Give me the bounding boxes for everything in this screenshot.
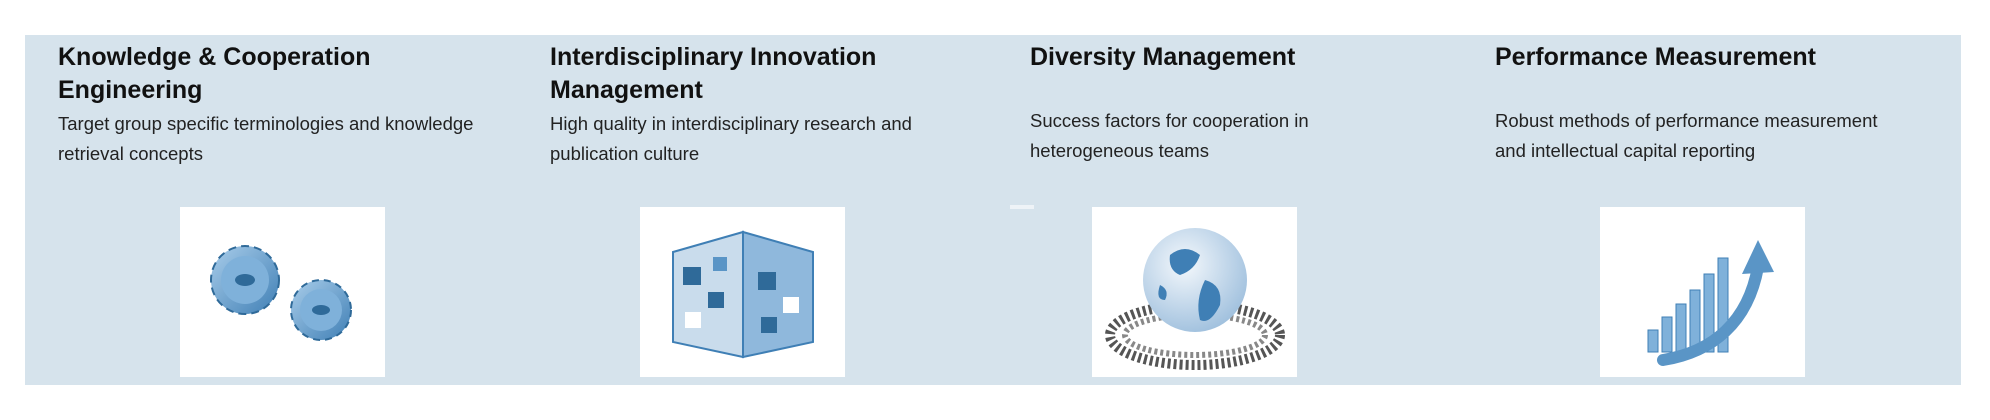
puzzle-cube-icon xyxy=(640,207,845,377)
gears-icon xyxy=(180,207,385,377)
column-description: High quality in interdisciplinary resear… xyxy=(550,113,912,164)
content-panel: Knowledge & Cooperation Engineering Targ… xyxy=(25,35,1961,385)
column-description: Robust methods of performance measuremen… xyxy=(1495,110,1878,161)
column-title: Interdisciplinary Innovation Management xyxy=(550,43,877,104)
column-innovation-management: Interdisciplinary Innovation Management … xyxy=(550,35,990,385)
column-description: Target group specific terminologies and … xyxy=(58,113,474,164)
column-description: Success factors for cooperation in heter… xyxy=(1030,110,1309,161)
column-knowledge-cooperation: Knowledge & Cooperation Engineering Targ… xyxy=(58,35,498,385)
globe-people-ring-icon xyxy=(1092,207,1297,377)
growth-chart-arrow-icon xyxy=(1600,207,1805,377)
column-performance-measurement: Performance Measurement Robust methods o… xyxy=(1495,35,1935,385)
column-diversity-management: Diversity Management Success factors for… xyxy=(1030,35,1470,385)
column-title: Performance Measurement xyxy=(1495,43,1816,71)
divider-mark xyxy=(1010,205,1034,209)
column-title: Knowledge & Cooperation Engineering xyxy=(58,43,371,104)
column-title: Diversity Management xyxy=(1030,43,1296,71)
